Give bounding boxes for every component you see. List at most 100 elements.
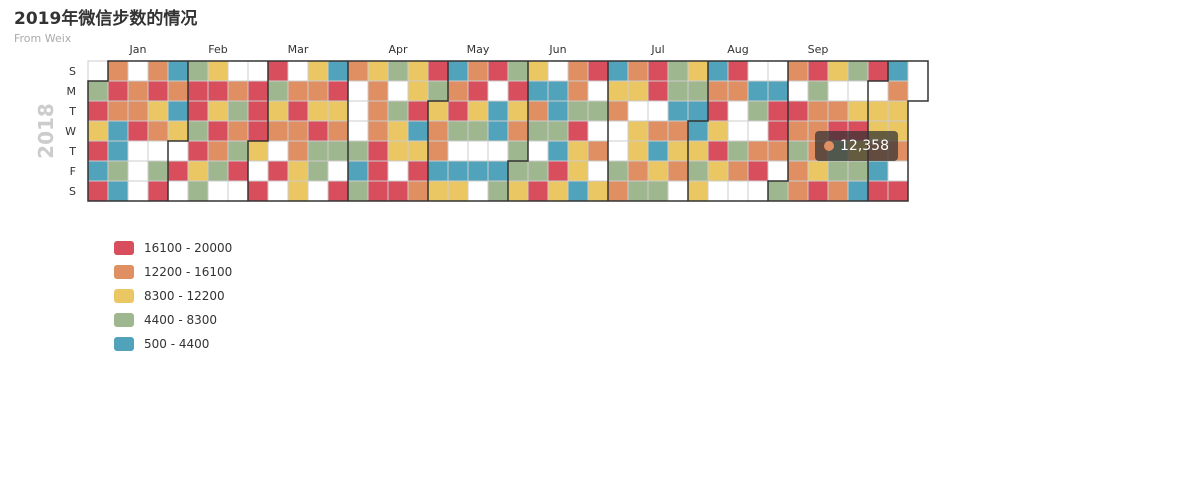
heatmap-cell[interactable] (807, 180, 829, 202)
heatmap-cell[interactable] (527, 140, 549, 162)
heatmap-cell[interactable] (547, 60, 569, 82)
heatmap-cell[interactable] (707, 80, 729, 102)
heatmap-cell[interactable] (167, 80, 189, 102)
heatmap-cell[interactable] (787, 160, 809, 182)
heatmap-cell[interactable] (767, 160, 789, 182)
heatmap-cell[interactable] (447, 80, 469, 102)
heatmap-cell[interactable] (607, 60, 629, 82)
heatmap-cell[interactable] (567, 120, 589, 142)
heatmap-cell[interactable] (767, 120, 789, 142)
heatmap-cell[interactable] (667, 160, 689, 182)
heatmap-cell[interactable] (427, 160, 449, 182)
heatmap-cell[interactable] (247, 120, 269, 142)
heatmap-cell[interactable] (707, 180, 729, 202)
heatmap-cell[interactable] (187, 140, 209, 162)
heatmap-cell[interactable] (747, 180, 769, 202)
heatmap-cell[interactable] (167, 120, 189, 142)
heatmap-cell[interactable] (587, 80, 609, 102)
heatmap-cell[interactable] (267, 160, 289, 182)
heatmap-cell[interactable] (107, 180, 129, 202)
heatmap-cell[interactable] (327, 60, 349, 82)
heatmap-cell[interactable] (727, 80, 749, 102)
heatmap-cell[interactable] (587, 180, 609, 202)
heatmap-cell[interactable] (647, 160, 669, 182)
heatmap-cell[interactable] (187, 80, 209, 102)
heatmap-cell[interactable] (387, 60, 409, 82)
heatmap-cell[interactable] (507, 120, 529, 142)
legend-item[interactable]: 8300 - 12200 (114, 284, 232, 308)
heatmap-cell[interactable] (447, 100, 469, 122)
heatmap-cell[interactable] (187, 60, 209, 82)
heatmap-cell[interactable] (847, 180, 869, 202)
heatmap-cell[interactable] (607, 180, 629, 202)
heatmap-cell[interactable] (567, 180, 589, 202)
heatmap-cell[interactable] (867, 100, 889, 122)
heatmap-cell[interactable] (487, 160, 509, 182)
heatmap-cell[interactable] (867, 60, 889, 82)
heatmap-cell[interactable] (367, 60, 389, 82)
heatmap-cell[interactable] (607, 160, 629, 182)
heatmap-cell[interactable] (207, 160, 229, 182)
heatmap-cell[interactable] (327, 100, 349, 122)
heatmap-cell[interactable] (167, 160, 189, 182)
heatmap-cell[interactable] (287, 160, 309, 182)
heatmap-cell[interactable] (487, 120, 509, 142)
heatmap-cell[interactable] (667, 80, 689, 102)
heatmap-cell[interactable] (147, 160, 169, 182)
heatmap-cell[interactable] (587, 160, 609, 182)
heatmap-cell[interactable] (727, 160, 749, 182)
heatmap-cell[interactable] (787, 180, 809, 202)
heatmap-cell[interactable] (547, 120, 569, 142)
heatmap-cell[interactable] (527, 60, 549, 82)
heatmap-cell[interactable] (147, 120, 169, 142)
heatmap-cell[interactable] (447, 60, 469, 82)
heatmap-cell[interactable] (747, 100, 769, 122)
heatmap-cell[interactable] (307, 120, 329, 142)
heatmap-cell[interactable] (767, 180, 789, 202)
heatmap-cell[interactable] (787, 60, 809, 82)
legend-item[interactable]: 4400 - 8300 (114, 308, 232, 332)
heatmap-cell[interactable] (687, 100, 709, 122)
heatmap-cell[interactable] (207, 80, 229, 102)
heatmap-cell[interactable] (887, 100, 909, 122)
heatmap-cell[interactable] (227, 140, 249, 162)
heatmap-cell[interactable] (407, 140, 429, 162)
heatmap-cell[interactable] (867, 180, 889, 202)
heatmap-cell[interactable] (747, 120, 769, 142)
heatmap-cell[interactable] (287, 80, 309, 102)
heatmap-cell[interactable] (127, 160, 149, 182)
heatmap-cell[interactable] (627, 180, 649, 202)
heatmap-cell[interactable] (667, 100, 689, 122)
heatmap-cell[interactable] (287, 120, 309, 142)
heatmap-cell[interactable] (87, 60, 109, 82)
heatmap-cell[interactable] (567, 60, 589, 82)
heatmap-cell[interactable] (347, 100, 369, 122)
heatmap-cell[interactable] (107, 100, 129, 122)
heatmap-cell[interactable] (367, 160, 389, 182)
heatmap-cell[interactable] (227, 160, 249, 182)
heatmap-cell[interactable] (807, 60, 829, 82)
heatmap-cell[interactable] (207, 100, 229, 122)
heatmap-cell[interactable] (87, 160, 109, 182)
heatmap-cell[interactable] (227, 180, 249, 202)
heatmap-cell[interactable] (507, 60, 529, 82)
heatmap-cell[interactable] (527, 120, 549, 142)
heatmap-cell[interactable] (187, 120, 209, 142)
heatmap-cell[interactable] (367, 80, 389, 102)
heatmap-cell[interactable] (487, 60, 509, 82)
heatmap-cell[interactable] (767, 60, 789, 82)
heatmap-cell[interactable] (607, 140, 629, 162)
heatmap-cell[interactable] (247, 80, 269, 102)
heatmap-cell[interactable] (647, 120, 669, 142)
heatmap-cell[interactable] (427, 180, 449, 202)
heatmap-cell[interactable] (407, 180, 429, 202)
heatmap-cell[interactable] (307, 180, 329, 202)
heatmap-cell[interactable] (347, 160, 369, 182)
heatmap-cell[interactable] (427, 120, 449, 142)
heatmap-cell[interactable] (827, 180, 849, 202)
heatmap-cell[interactable] (447, 160, 469, 182)
heatmap-cell[interactable] (147, 180, 169, 202)
heatmap-cell[interactable] (807, 100, 829, 122)
heatmap-cell[interactable] (827, 100, 849, 122)
heatmap-cell[interactable] (247, 60, 269, 82)
